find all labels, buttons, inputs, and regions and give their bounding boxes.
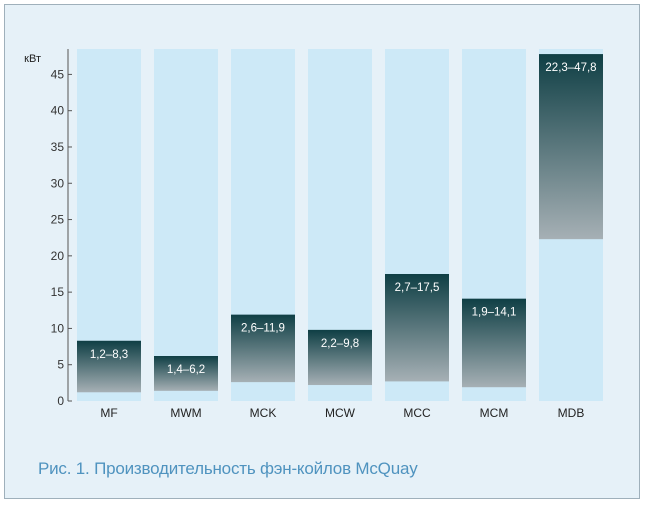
y-tick-label: 10 — [51, 321, 65, 335]
y-tick-label: 0 — [57, 394, 64, 408]
bars-group: 1,2–8,3 MF 1,4–6,2 MWM 2,6–11,9 MCK 2,2–9,8 MCW… — [77, 49, 603, 420]
bar-value-label: 22,3–47,8 — [545, 62, 596, 74]
column-background — [154, 49, 218, 401]
category-label: MCK — [250, 406, 277, 420]
y-tick-label: 35 — [51, 140, 65, 154]
bar-value-label: 2,6–11,9 — [241, 323, 285, 335]
category-label: MCM — [480, 406, 509, 420]
y-tick-label: 45 — [51, 67, 65, 81]
y-axis-ticks: 0 5 10 15 20 25 30 35 40 45 — [51, 67, 72, 408]
figure-caption: Рис. 1. Производительность фэн-койлов Mc… — [38, 459, 418, 478]
y-tick-label: 20 — [51, 249, 65, 263]
bar-value-label: 1,9–14,1 — [472, 307, 517, 319]
category-label: MCW — [325, 406, 356, 420]
range-bar — [231, 314, 295, 383]
category-label: MDB — [558, 406, 585, 420]
category-label: MWM — [170, 406, 201, 420]
range-bar — [462, 298, 526, 388]
bar-value-label: 2,7–17,5 — [395, 282, 440, 294]
y-tick-label: 25 — [51, 213, 65, 227]
category-label: MCC — [403, 406, 431, 420]
bar-value-label: 1,2–8,3 — [90, 349, 128, 361]
y-axis-unit-label: кВт — [24, 53, 41, 65]
y-tick-label: 5 — [57, 358, 64, 372]
y-tick-label: 15 — [51, 285, 65, 299]
range-bar — [385, 273, 449, 382]
y-tick-label: 40 — [51, 104, 65, 118]
category-label: MF — [100, 406, 117, 420]
range-bar — [154, 356, 218, 391]
bar-value-label: 2,2–9,8 — [321, 338, 359, 350]
range-bar — [539, 54, 603, 240]
range-bar — [308, 329, 372, 386]
range-bar-chart: кВт 0 5 10 15 20 25 30 35 40 45 1,2–8,3 MF 1,4–6,2 M… — [24, 49, 603, 420]
bar-value-label: 1,4–6,2 — [167, 364, 205, 376]
y-tick-label: 30 — [51, 176, 65, 190]
figure-frame: кВт 0 5 10 15 20 25 30 35 40 45 1,2–8,3 MF 1,4–6,2 M… — [4, 4, 640, 499]
range-bar — [77, 340, 141, 393]
